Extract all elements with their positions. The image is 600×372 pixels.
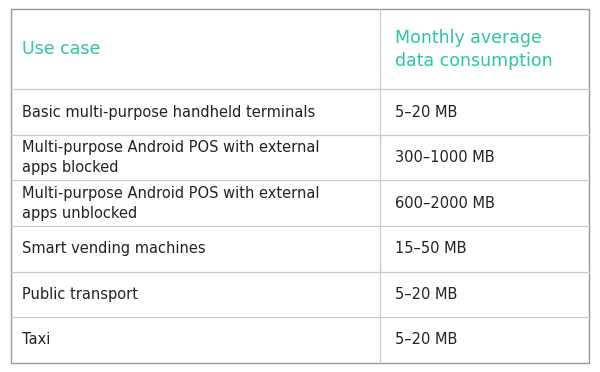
Text: 5–20 MB: 5–20 MB	[395, 333, 457, 347]
Text: Multi-purpose Android POS with external
apps blocked: Multi-purpose Android POS with external …	[22, 140, 319, 175]
Text: 300–1000 MB: 300–1000 MB	[395, 150, 494, 165]
Text: Taxi: Taxi	[22, 333, 50, 347]
Text: Use case: Use case	[22, 40, 100, 58]
Text: 600–2000 MB: 600–2000 MB	[395, 196, 494, 211]
Text: 5–20 MB: 5–20 MB	[395, 105, 457, 119]
Text: Smart vending machines: Smart vending machines	[22, 241, 205, 256]
Text: 15–50 MB: 15–50 MB	[395, 241, 466, 256]
Text: Public transport: Public transport	[22, 287, 137, 302]
Text: Basic multi-purpose handheld terminals: Basic multi-purpose handheld terminals	[22, 105, 315, 119]
Text: 5–20 MB: 5–20 MB	[395, 287, 457, 302]
Text: Monthly average
data consumption: Monthly average data consumption	[395, 29, 553, 70]
Text: Multi-purpose Android POS with external
apps unblocked: Multi-purpose Android POS with external …	[22, 186, 319, 221]
